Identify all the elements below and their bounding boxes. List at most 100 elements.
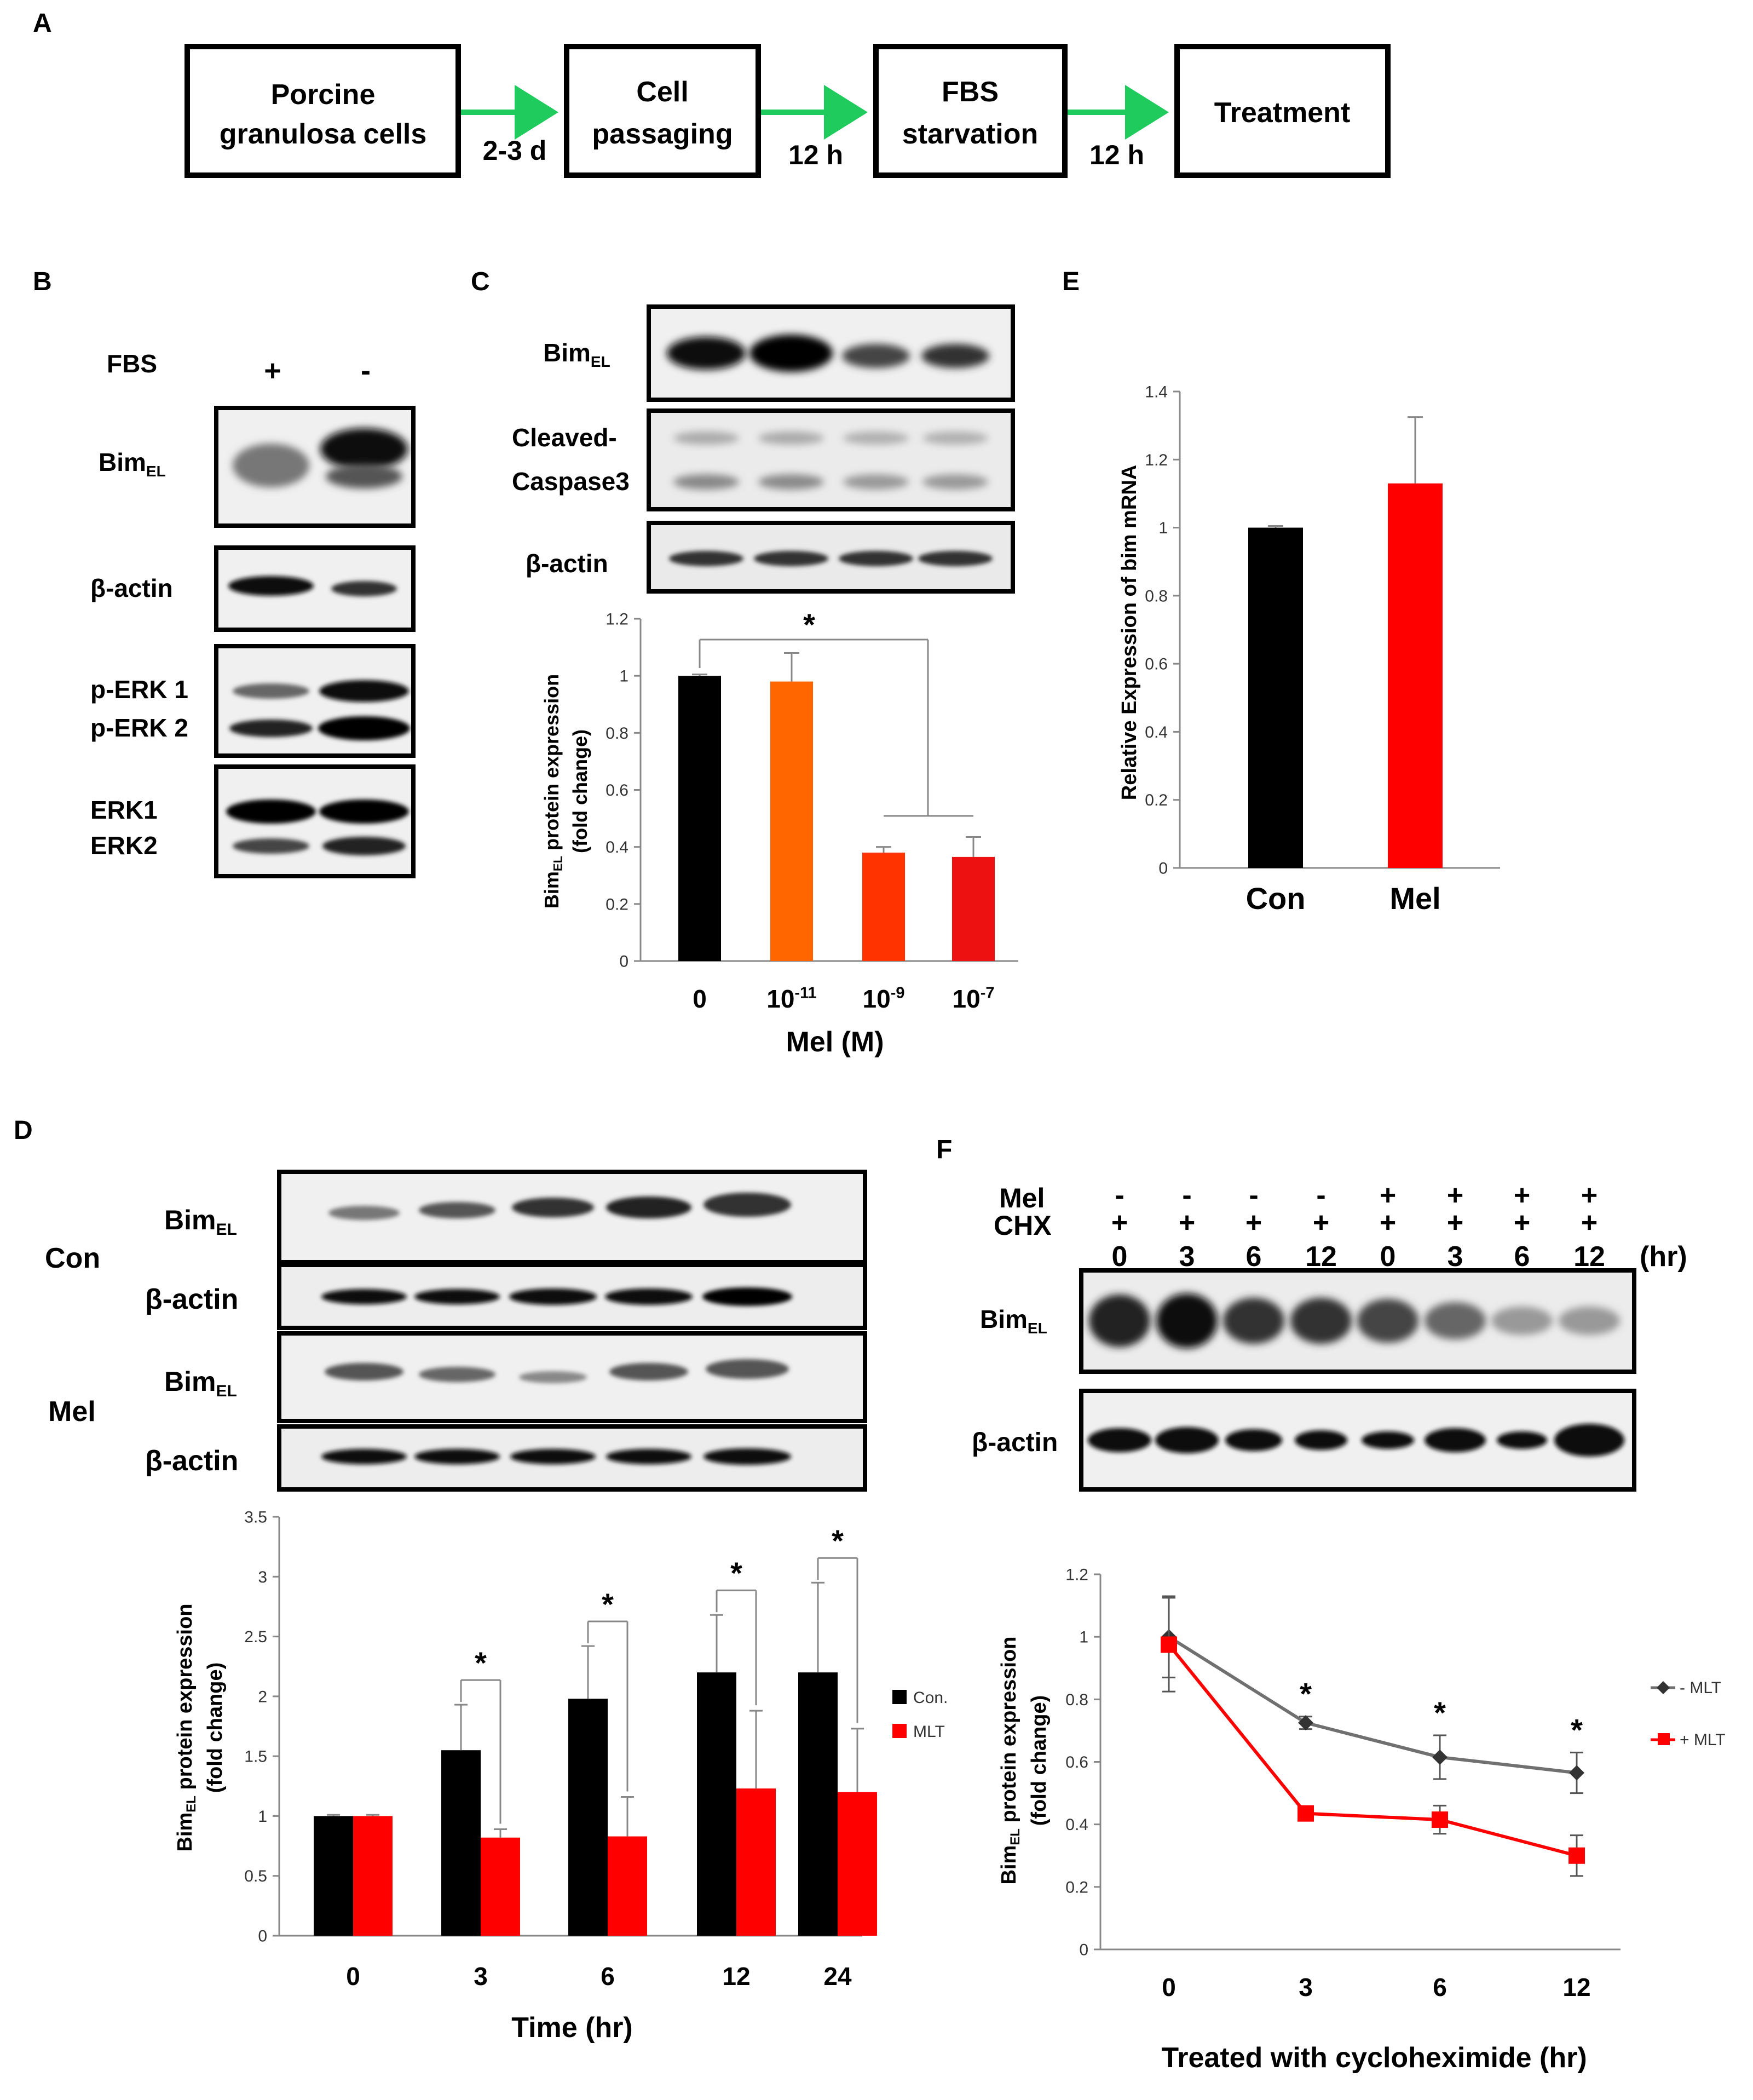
- y-tick-label: 3: [258, 1568, 267, 1586]
- data-point: [1432, 1749, 1448, 1765]
- y-axis-label: BimEL protein expression: [997, 1636, 1023, 1884]
- blot-band: [233, 444, 309, 487]
- legend-label: - MLT: [1680, 1679, 1721, 1697]
- panel-label-a: A: [33, 9, 52, 38]
- series-line: [1168, 1635, 1577, 1775]
- panel-label-e: E: [1062, 267, 1080, 296]
- blot-band: [673, 431, 739, 445]
- x-tick-label: 10-9: [863, 985, 905, 1013]
- y-tick-label: 1: [619, 668, 628, 686]
- blot-band: [706, 1359, 789, 1379]
- blot-band: [842, 344, 910, 368]
- data-point: [1298, 1715, 1313, 1731]
- blot-band: [321, 1449, 407, 1464]
- blot-band: [319, 680, 409, 702]
- bar: [862, 853, 905, 961]
- y-tick-label: 0.2: [1145, 791, 1168, 809]
- y-tick-label: 0: [258, 1928, 267, 1946]
- blot-band: [1357, 1299, 1418, 1343]
- blot-band: [419, 1202, 495, 1218]
- mel-lane-label: -: [1316, 1180, 1325, 1211]
- chart-d: 0 0.5 1 1.5 2 2.5 3 3.5 0 3 * 6 * 12 * 24 * Con. MLT BimEL …: [174, 1509, 948, 2044]
- y-axis-label: BimEL protein expression: [540, 674, 564, 908]
- time-lane-label: 3: [1448, 1241, 1463, 1273]
- blot-band: [1155, 1427, 1219, 1453]
- legend-label: MLT: [913, 1723, 945, 1741]
- band-label: p-ERK 2: [90, 714, 188, 742]
- data-point: [1161, 1636, 1177, 1653]
- x-tick-label: 10-11: [766, 985, 817, 1013]
- blot-band: [673, 474, 739, 490]
- bar: [441, 1750, 481, 1936]
- y-axis-label: (fold change): [204, 1662, 227, 1793]
- x-axis-title: Mel (M): [786, 1026, 884, 1058]
- flow-step-box: [873, 44, 1068, 178]
- band-label-bim: BimEL: [99, 448, 166, 480]
- blot-band: [1425, 1428, 1486, 1452]
- y-tick-label: 0.8: [606, 724, 628, 743]
- band-label: β-actin: [972, 1428, 1058, 1457]
- blot-band: [606, 1196, 691, 1218]
- blot-band: [414, 1289, 500, 1304]
- x-tick-label: 0: [693, 985, 707, 1013]
- y-tick-label: 0.8: [1065, 1691, 1088, 1709]
- x-tick-label: 6: [1433, 1973, 1447, 2001]
- lane-label: -: [361, 354, 371, 387]
- blot-f: Mel CHX (hr) BimEL β-actin -+0-+3-+6-+12…: [972, 1180, 1687, 1492]
- panel-label-d: D: [14, 1116, 33, 1145]
- blot-band: [320, 428, 408, 470]
- band-label: β-actin: [145, 1445, 238, 1477]
- blot-band: [918, 551, 993, 566]
- bar: [736, 1788, 776, 1936]
- legend-swatch: [892, 1724, 907, 1738]
- band-label: Caspase3: [512, 467, 630, 496]
- blot-band: [1497, 1431, 1547, 1449]
- significance-marker: *: [1434, 1695, 1446, 1730]
- time-lane-label: 6: [1246, 1241, 1262, 1273]
- blot-strip: [647, 409, 1015, 511]
- x-tick-label: Mel: [1389, 881, 1440, 916]
- y-tick-label: 1.2: [1065, 1566, 1088, 1584]
- blot-band: [1425, 1302, 1486, 1339]
- blot-band: [703, 1448, 791, 1465]
- y-axis-label: Relative Expression of bim mRNA: [1118, 465, 1141, 800]
- significance-marker: *: [602, 1587, 614, 1621]
- flow-step-label: Cell: [636, 76, 688, 108]
- chart-c: 0 0.2 0.4 0.6 0.8 1 1.2 0 10-11 10-9 10-7 * BimEL pr…: [540, 607, 1018, 1058]
- x-tick-label: 0: [346, 1962, 360, 1990]
- blot-band: [233, 683, 309, 699]
- series-line: [1167, 1643, 1577, 1857]
- panel-label-f: F: [936, 1135, 952, 1164]
- y-tick-label: 0.6: [606, 781, 628, 799]
- y-tick-label: 1: [1079, 1629, 1088, 1647]
- blot-band: [758, 474, 824, 490]
- mel-lane-label: +: [1514, 1180, 1530, 1211]
- y-tick-label: 0.4: [1145, 723, 1168, 741]
- time-lane-label: 0: [1380, 1241, 1396, 1273]
- bar: [353, 1816, 393, 1936]
- row-label: Mel: [999, 1183, 1045, 1213]
- significance-marker: *: [730, 1556, 742, 1590]
- flow-duration: 2-3 d: [483, 135, 547, 166]
- flow-step-label: granulosa cells: [220, 118, 427, 150]
- data-point: [1569, 1847, 1585, 1864]
- chart-f: 0 0.2 0.4 0.6 0.8 1 1.2 0 3 * 6 * 12 * - MLT + MLT BimEL…: [997, 1566, 1726, 2074]
- flow-step-label: Porcine: [271, 79, 376, 111]
- x-tick-label: 6: [601, 1962, 615, 1990]
- group-label: Mel: [48, 1396, 96, 1428]
- y-tick-label: 0.4: [1065, 1816, 1088, 1834]
- y-axis-label: (fold change): [1028, 1695, 1051, 1826]
- chart-e: 0 0.2 0.4 0.6 0.8 1 1.2 1.4 Con Mel Relative Expre…: [1118, 383, 1500, 916]
- significance-marker: *: [803, 607, 815, 642]
- mel-lane-label: -: [1182, 1180, 1191, 1211]
- y-tick-label: 0: [1079, 1941, 1088, 1959]
- time-unit: (hr): [1640, 1241, 1687, 1273]
- blot-band: [1290, 1298, 1352, 1344]
- legend-swatch: [892, 1690, 907, 1704]
- time-lane-label: 12: [1305, 1241, 1337, 1273]
- blot-band: [839, 551, 913, 566]
- blot-band: [331, 581, 397, 596]
- flow-step-box: [1174, 44, 1391, 178]
- blot-band: [322, 837, 406, 855]
- flow-step-label: Treatment: [1214, 97, 1351, 129]
